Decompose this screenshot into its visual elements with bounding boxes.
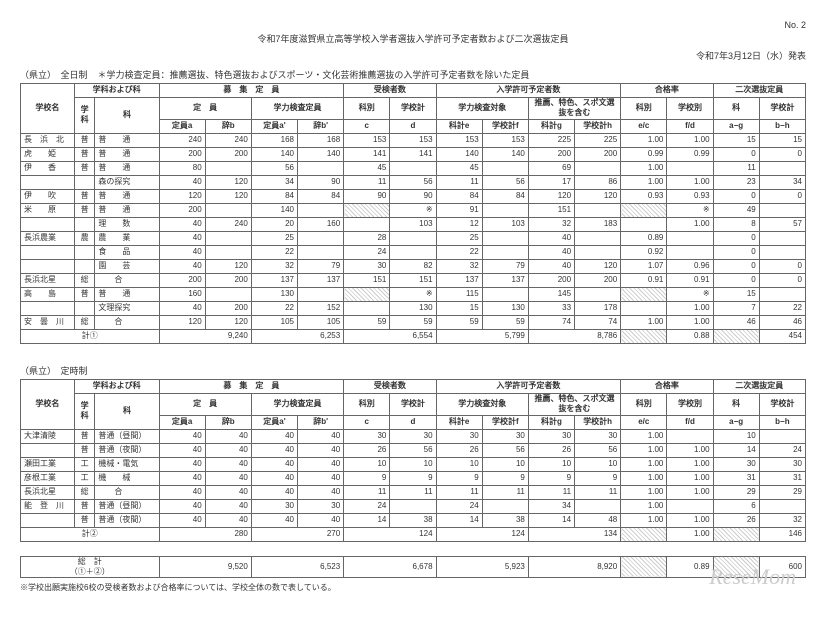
table-parttime: 学校名 学科および科 募 集 定 員 受検者数 入学許可予定者数 合格率 二次選… (20, 379, 806, 542)
table-row: 伊 香普普 通80564545691.0011 (21, 161, 806, 175)
grandtotal-row: 総 計 （①＋②） 9,520 6,523 6,678 5,923 8,920 … (21, 556, 806, 578)
table-row: 理 数402402016010312103321831.00857 (21, 217, 806, 231)
table-row: 大津清陵普普通（昼間）404040403030303030301.0010 (21, 429, 806, 443)
table-row: 長浜農業農農 業40252825400.890 (21, 231, 806, 245)
table-row: 能 登 川普普通（昼間）404030302424341.006 (21, 499, 806, 513)
table-row: 普普通（夜間）404040402656265626561.001.001424 (21, 443, 806, 457)
table-row: 虎 姫普普 通2002001401401411411401402002000.9… (21, 147, 806, 161)
table-row: 米 原普普 通200140※91151※49 (21, 203, 806, 217)
table-row: 高 島普普 通160130※115145※15 (21, 287, 806, 301)
table-row: 瀬田工業工機械・電気404040401010101010101.001.0030… (21, 457, 806, 471)
table-row: 長浜北星総 合404040401111111111111.001.002929 (21, 485, 806, 499)
table-row: 園 芸40120327930823279401201.070.9600 (21, 259, 806, 273)
table-row: 長浜北星総 合2002001371371511511371372002000.9… (21, 273, 806, 287)
table-row: 普普通（夜間）404040401438143814481.001.002632 (21, 513, 806, 527)
title-text: 令和7年度滋賀県立高等学校入学者選抜入学許可予定者数および二次選抜定員 (257, 34, 568, 44)
table-row: 伊 吹普普 通1201208484909084841201200.930.930… (21, 189, 806, 203)
page-number: No. 2 (20, 20, 806, 30)
table-grandtotal: 総 計 （①＋②） 9,520 6,523 6,678 5,923 8,920 … (20, 556, 806, 579)
table-fulltime: 学校名 学科および科 募 集 定 員 受検者数 入学許可予定者数 合格率 二次選… (20, 83, 806, 344)
section1-label: （県立） 全日制 ＊学力検査定員：推薦選抜、特色選抜およびスポーツ・文化芸術推薦… (20, 68, 806, 81)
table-row: 食 品40222422400.920 (21, 245, 806, 259)
table-row: 文理探究402002215213015130331781.00722 (21, 301, 806, 315)
section2-label: （県立） 定時制 (20, 364, 806, 377)
table-row: 彦根工業工機 械404040409999991.001.003131 (21, 471, 806, 485)
table-head: 学校名 学科および科 募 集 定 員 受検者数 入学許可予定者数 合格率 二次選… (21, 379, 806, 429)
table-row: 安 曇 川総 合1201201051055959595974741.001.00… (21, 315, 806, 329)
table-row: 森の探究4012034901156115617861.001.002334 (21, 175, 806, 189)
footnote: ※学校出願実施校6校の受検者数および合格率については、学校全体の数で表している。 (20, 582, 806, 593)
doc-title: 令和7年度滋賀県立高等学校入学者選抜入学許可予定者数および二次選抜定員 (20, 32, 806, 45)
subtotal-row: 計② 280 270 124 124 134 1.00 146 (21, 527, 806, 541)
announce-date: 令和7年3月12日（水）発表 (20, 49, 806, 62)
subtotal-row: 計① 9,240 6,253 6,554 5,799 8,786 0.88 45… (21, 329, 806, 343)
watermark: ReseMom (709, 564, 796, 590)
table-row: 長 浜 北普普 通2402401681681531531531532252251… (21, 133, 806, 147)
table-head: 学校名 学科および科 募 集 定 員 受検者数 入学許可予定者数 合格率 二次選… (21, 84, 806, 134)
